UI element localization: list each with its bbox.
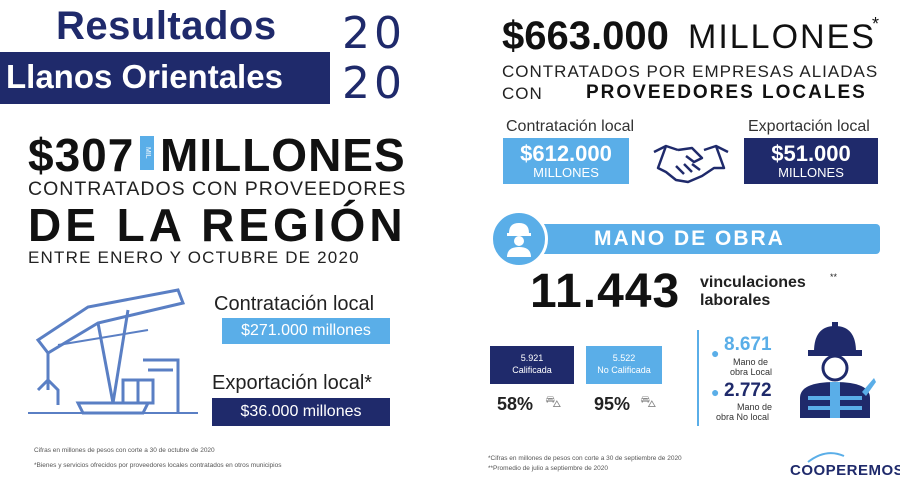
transport-icon: ⛍ (640, 394, 657, 411)
headline-millones-right: MILLONES (688, 18, 876, 56)
calificada-label: Calificada (512, 365, 552, 375)
bullet-icon: ● (711, 384, 720, 400)
local-label-1: Mano de (733, 357, 769, 367)
exportacion-local-label-right: Exportación local (748, 118, 870, 135)
results-title: Resultados (56, 4, 277, 48)
oil-pump-icon (28, 288, 198, 415)
mano-de-obra-bar: MANO DE OBRA (536, 224, 880, 254)
footnote-2: *Bienes y servicios ofrecidos por provee… (34, 462, 282, 469)
worker-helmet-icon (800, 322, 876, 418)
region-text: DE LA REGIÓN (28, 199, 407, 251)
exportacion-local-box: $51.000 MILLONES (744, 138, 878, 184)
bullet-icon: ● (711, 345, 720, 361)
contratacion-local-box: $612.000 MILLONES (503, 138, 629, 184)
vinculaciones-star: ** (830, 272, 838, 282)
vinculaciones-number: 11.443 (530, 265, 681, 318)
mil-tag: MIL (140, 136, 154, 170)
period-text: ENTRE ENERO Y OCTUBRE DE 2020 (28, 248, 360, 267)
calificada-box: 5.921 Calificada (490, 346, 574, 384)
region-banner: Llanos Orientales (0, 52, 330, 104)
contratados-line-2b: PROVEEDORES LOCALES (586, 82, 867, 103)
laborales-label: laborales (700, 292, 771, 309)
contratacion-local-label: Contratación local (214, 293, 375, 315)
calificada-number: 5.921 (520, 353, 544, 363)
exportacion-local-label: Exportación local* (212, 372, 373, 394)
footnote-1: Cifras en millones de pesos con corte a … (34, 447, 215, 454)
local-label-2: obra Local (730, 367, 773, 377)
contratados-line-1: CONTRATADOS POR EMPRESAS ALIADAS (502, 62, 879, 81)
local-number: 8.671 (724, 334, 772, 355)
handshake-icon (653, 144, 729, 184)
nolocal-number: 2.772 (724, 380, 772, 401)
exportacion-local-value-right: $51.000 (771, 141, 851, 166)
region-title: Llanos Orientales (6, 58, 283, 95)
contratacion-local-label-right: Contratación local (506, 118, 635, 135)
footnote-right-1: *Cifras en millones de pesos con corte a… (488, 455, 682, 462)
mano-de-obra-title: MANO DE OBRA (594, 227, 785, 250)
vinculaciones-label: vinculaciones (700, 274, 806, 291)
contratacion-local-unit: MILLONES (533, 165, 599, 180)
transport-icon: ⛍ (545, 394, 562, 411)
footnote-right-2: **Promedio de julio a septiembre de 2020 (488, 465, 608, 472)
pct-calificada: 58% (497, 394, 534, 414)
headline-amount-right: $663.000 (502, 14, 669, 58)
nolocal-label-2: obra No local (716, 412, 770, 422)
headline-amount: $307 (28, 129, 135, 181)
pct-no-calificada: 95% (594, 394, 631, 414)
year-bottom: 20 (342, 58, 406, 109)
worker-icon (490, 210, 548, 268)
contratacion-local-value-right: $612.000 (520, 141, 612, 166)
bracket-divider (697, 330, 713, 426)
year-top: 20 (342, 8, 406, 59)
no-calificada-label: No Calificada (597, 365, 651, 375)
contratados-text: CONTRATADOS CON PROVEEDORES (28, 178, 407, 200)
nolocal-label-1: Mano de (737, 402, 773, 412)
contratados-line-2a: CON (502, 84, 543, 103)
headline-millones: MILLONES (160, 129, 406, 181)
contratacion-local-value: $271.000 millones (222, 318, 390, 344)
logo-swoosh-icon (807, 452, 845, 463)
exportacion-local-value: $36.000 millones (212, 398, 390, 426)
headline-star: * (872, 14, 880, 34)
results-title-block: Resultados (0, 4, 328, 48)
cooperemos-logo: COOPEREMOS (790, 462, 900, 479)
exportacion-local-unit: MILLONES (778, 165, 844, 180)
no-calificada-number: 5.522 (612, 353, 636, 363)
no-calificada-box: 5.522 No Calificada (586, 346, 662, 384)
